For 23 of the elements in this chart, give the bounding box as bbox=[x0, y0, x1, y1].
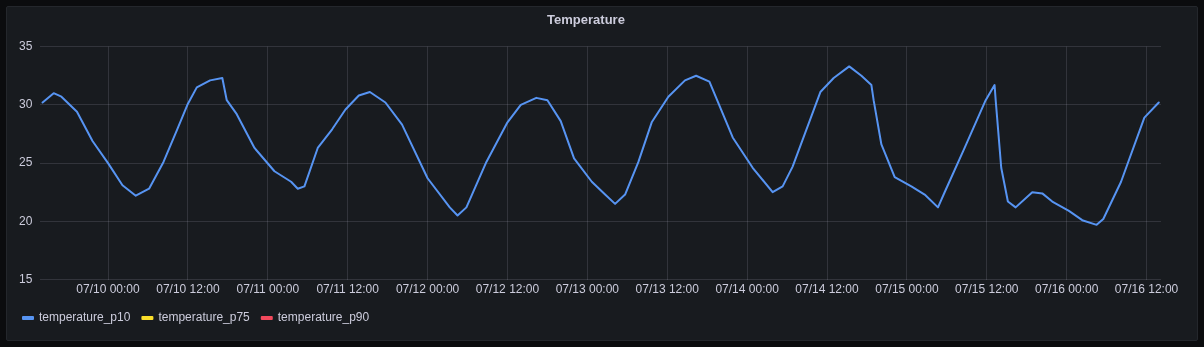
x-tick-label: 07/16 12:00 bbox=[1114, 282, 1179, 297]
x-tick-label: 07/12 00:00 bbox=[395, 282, 460, 297]
y-tick-label: 25 bbox=[18, 155, 33, 170]
y-tick-label: 20 bbox=[18, 213, 33, 228]
x-tick-label: 07/14 12:00 bbox=[795, 282, 860, 297]
legend-label: temperature_p10 bbox=[39, 310, 131, 325]
x-tick-label: 07/10 12:00 bbox=[156, 282, 220, 297]
legend-label: temperature_p90 bbox=[277, 310, 370, 325]
x-tick-label: 07/15 12:00 bbox=[955, 282, 1019, 297]
x-tick-label: 07/16 00:00 bbox=[1034, 282, 1099, 297]
legend-label: temperature_p75 bbox=[158, 310, 251, 325]
x-tick-label: 07/13 12:00 bbox=[635, 282, 700, 297]
y-tick-label: 35 bbox=[18, 38, 33, 53]
y-tick-label: 15 bbox=[18, 271, 33, 286]
x-tick-label: 07/11 12:00 bbox=[316, 282, 380, 297]
y-tick-label: 30 bbox=[18, 97, 33, 112]
x-tick-label: 07/10 00:00 bbox=[76, 282, 141, 297]
chart-title: Temperature bbox=[547, 12, 625, 28]
x-tick-label: 07/11 00:00 bbox=[236, 282, 300, 297]
x-tick-label: 07/13 00:00 bbox=[555, 282, 620, 297]
x-tick-label: 07/14 00:00 bbox=[715, 282, 780, 297]
x-tick-label: 07/15 00:00 bbox=[875, 282, 939, 297]
x-tick-label: 07/12 12:00 bbox=[475, 282, 540, 297]
